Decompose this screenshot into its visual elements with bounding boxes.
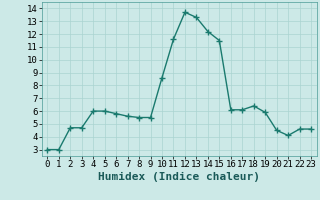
X-axis label: Humidex (Indice chaleur): Humidex (Indice chaleur) bbox=[98, 172, 260, 182]
